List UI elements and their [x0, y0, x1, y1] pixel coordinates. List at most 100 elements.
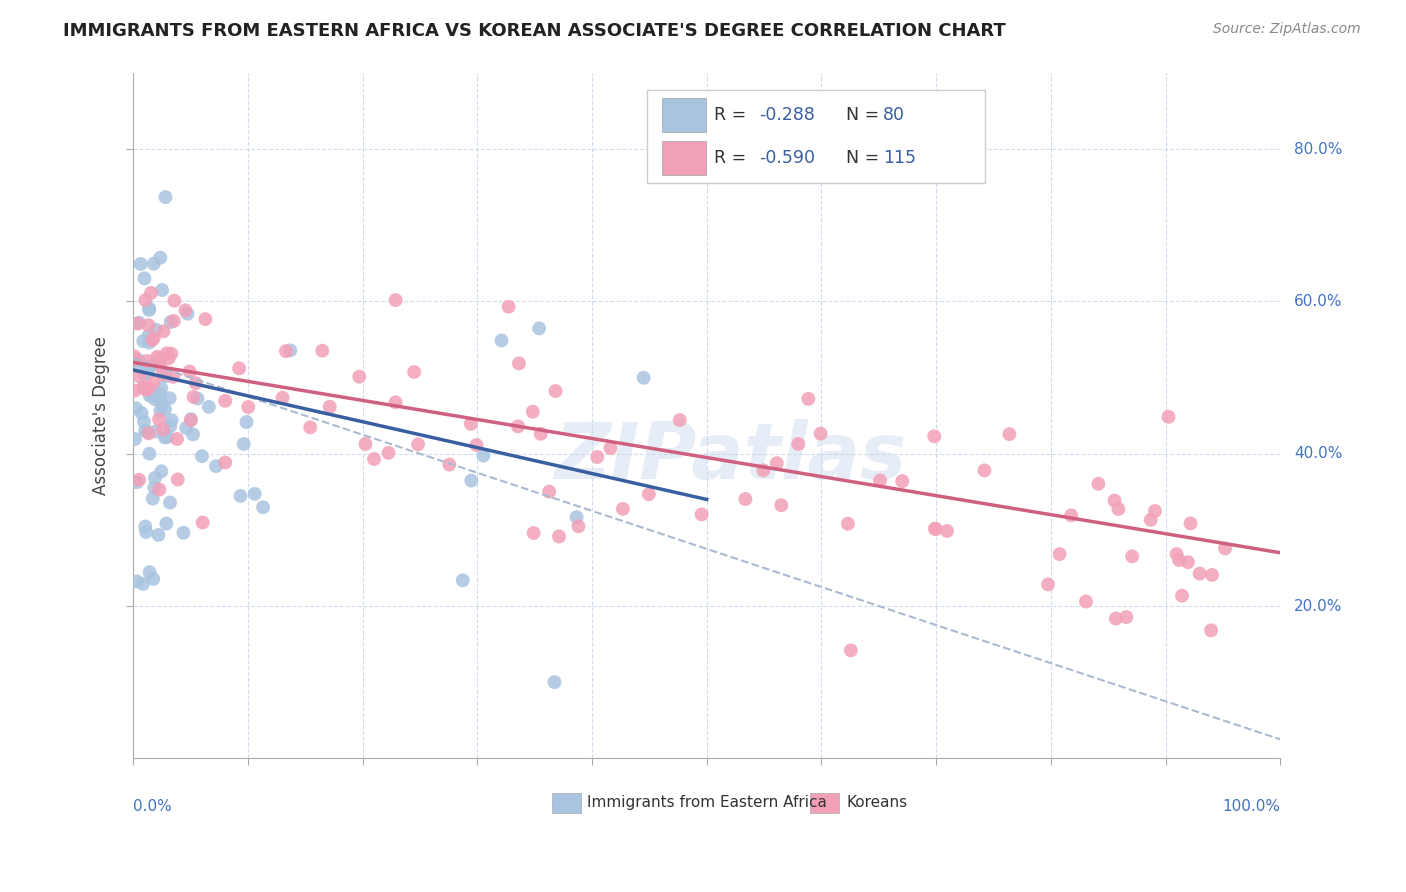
Point [138, 302, 160, 317]
Point [124, 432, 146, 446]
Text: 80.0%: 80.0% [1294, 142, 1343, 157]
Text: IMMIGRANTS FROM EASTERN AFRICA VS KOREAN ASSOCIATE'S DEGREE CORRELATION CHART: IMMIGRANTS FROM EASTERN AFRICA VS KOREAN… [63, 22, 1007, 40]
Point [271, 391, 294, 405]
Point [1143, 504, 1166, 518]
Point [166, 432, 188, 446]
Point [363, 452, 385, 467]
Point [136, 425, 159, 439]
FancyBboxPatch shape [647, 90, 986, 183]
Point [128, 353, 150, 368]
Point [139, 285, 162, 300]
Point [134, 271, 156, 285]
Point [319, 400, 342, 414]
Text: R =: R = [714, 106, 751, 124]
Point [153, 402, 176, 417]
Point [134, 367, 156, 381]
Point [186, 392, 208, 406]
Point [142, 257, 165, 271]
Point [142, 376, 165, 390]
Point [152, 368, 174, 382]
Point [135, 383, 157, 397]
Point [243, 487, 266, 501]
Point [138, 328, 160, 343]
Point [124, 350, 146, 364]
Point [138, 362, 160, 376]
Point [128, 473, 150, 487]
Point [508, 356, 530, 370]
Point [238, 400, 260, 414]
Point [125, 475, 148, 490]
Point [143, 392, 166, 406]
Point [235, 415, 257, 429]
Point [134, 424, 156, 438]
Point [599, 441, 621, 455]
Point [163, 314, 186, 328]
Point [132, 415, 155, 429]
Point [138, 318, 160, 333]
Point [152, 423, 174, 437]
Point [1180, 516, 1202, 531]
Point [354, 437, 377, 451]
Point [141, 389, 163, 403]
Point [973, 463, 995, 477]
Point [149, 403, 172, 417]
Point [465, 438, 488, 452]
Point [668, 413, 690, 427]
Point [129, 360, 152, 375]
Point [205, 459, 228, 474]
Point [765, 456, 787, 470]
Point [752, 463, 775, 477]
Point [1121, 549, 1143, 564]
Point [174, 421, 197, 435]
Point [181, 427, 204, 442]
Point [274, 344, 297, 359]
Point [155, 369, 177, 384]
Point [146, 350, 169, 364]
Point [159, 419, 181, 434]
Text: 60.0%: 60.0% [1294, 294, 1343, 309]
FancyBboxPatch shape [553, 793, 581, 814]
Point [925, 522, 948, 536]
Point [159, 391, 181, 405]
Point [498, 300, 520, 314]
Point [384, 395, 406, 409]
Point [506, 419, 529, 434]
Point [837, 516, 859, 531]
Point [998, 427, 1021, 442]
Point [143, 471, 166, 485]
Point [491, 334, 513, 348]
Point [191, 516, 214, 530]
Point [194, 312, 217, 326]
Point [384, 293, 406, 307]
Point [1201, 568, 1223, 582]
Point [460, 474, 482, 488]
Point [160, 413, 183, 427]
Point [145, 323, 167, 337]
Point [132, 577, 155, 591]
Point [787, 437, 810, 451]
Point [142, 491, 165, 506]
Point [150, 464, 173, 478]
Point [132, 381, 155, 395]
Point [1087, 476, 1109, 491]
Point [174, 303, 197, 318]
Y-axis label: Associate's Degree: Associate's Degree [93, 336, 110, 495]
Point [936, 524, 959, 538]
Point [229, 489, 252, 503]
Point [770, 498, 793, 512]
Point [1105, 611, 1128, 625]
Point [138, 335, 160, 350]
Point [690, 508, 713, 522]
Point [155, 516, 177, 531]
Point [1139, 513, 1161, 527]
Point [544, 384, 567, 398]
Point [565, 510, 588, 524]
Point [150, 381, 173, 395]
Point [1115, 610, 1137, 624]
Point [131, 406, 153, 420]
Point [159, 495, 181, 509]
Point [612, 501, 634, 516]
Point [924, 522, 946, 536]
Point [810, 426, 832, 441]
Point [159, 315, 181, 329]
